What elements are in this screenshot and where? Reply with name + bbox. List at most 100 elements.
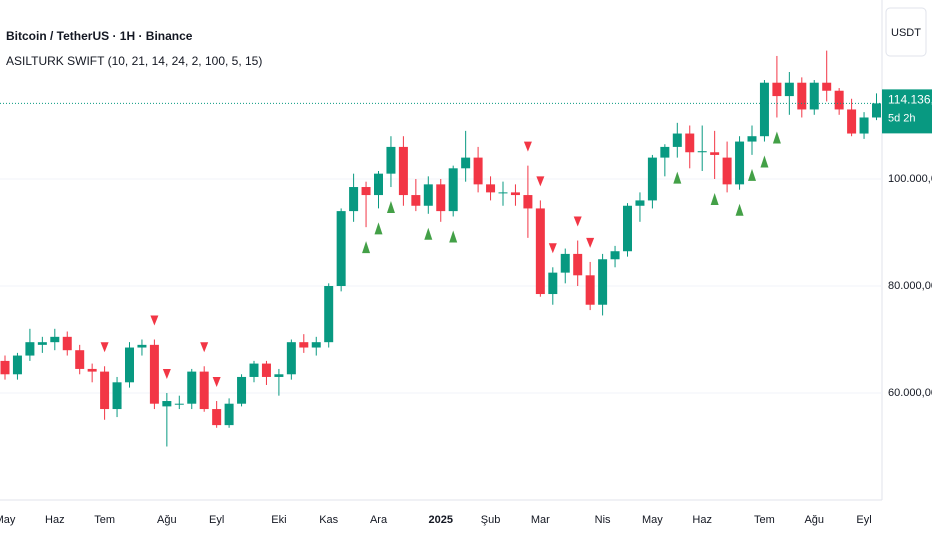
- candle-body: [784, 82, 794, 97]
- candle-body: [872, 103, 881, 118]
- candle-body: [261, 363, 271, 377]
- candle-body: [822, 82, 832, 91]
- candle-body: [349, 187, 359, 212]
- currency-button[interactable]: [885, 7, 927, 57]
- candle-body: [187, 371, 197, 404]
- candle-body: [75, 350, 85, 369]
- x-tick-label: 2025: [429, 514, 453, 526]
- candle-body: [859, 117, 869, 134]
- candle-body: [847, 109, 857, 134]
- y-tick-label: 80.000,00: [888, 280, 932, 292]
- buy-signal: [362, 241, 371, 254]
- indicator-label[interactable]: ASILTURK SWIFT (10, 21, 14, 24, 2, 100, …: [6, 54, 262, 68]
- candle-body: [735, 141, 745, 185]
- candle-body: [361, 187, 371, 196]
- candle-body: [100, 371, 110, 410]
- x-tick-label: Nis: [595, 514, 611, 526]
- candle-body: [274, 374, 284, 377]
- candle-body: [224, 403, 234, 426]
- candle-body: [759, 82, 769, 137]
- sell-signal: [586, 237, 595, 248]
- candle-body: [149, 344, 159, 404]
- candle-body: [374, 173, 383, 196]
- candle-body: [461, 157, 471, 169]
- candle-body: [448, 168, 458, 212]
- sell-signal: [100, 342, 109, 353]
- x-tick-label: Ağu: [157, 514, 177, 526]
- buy-signal: [772, 131, 781, 144]
- candle-body: [647, 157, 657, 201]
- buy-signal: [760, 155, 769, 168]
- candle-body: [162, 401, 172, 407]
- sell-signal: [573, 216, 582, 227]
- candle-body: [137, 344, 147, 348]
- candle-body: [585, 275, 595, 305]
- candle-body: [324, 286, 334, 343]
- candle-body: [336, 211, 346, 287]
- candle-body: [212, 409, 222, 426]
- candle-body: [510, 192, 520, 196]
- candle-body: [710, 152, 720, 155]
- buy-signal: [386, 201, 395, 214]
- sell-signal: [150, 315, 159, 326]
- candle-body: [772, 82, 782, 97]
- x-tick-label: Haz: [692, 514, 712, 526]
- x-tick-label: Şub: [481, 514, 501, 526]
- candle-body: [598, 259, 608, 305]
- candle-body: [386, 146, 396, 174]
- candle-body: [747, 136, 757, 142]
- candle-body: [237, 376, 247, 404]
- candle-body: [0, 360, 10, 375]
- candle-body: [398, 146, 408, 196]
- candle-body: [660, 146, 670, 158]
- candle-body: [286, 342, 296, 375]
- candle-body: [12, 355, 22, 375]
- x-tick-label: Mar: [531, 514, 550, 526]
- sell-signal: [162, 369, 171, 380]
- candle-body: [112, 382, 122, 410]
- candle-body: [535, 208, 545, 295]
- x-tick-label: Ara: [370, 514, 388, 526]
- chart-title: Bitcoin / TetherUS · 1H · Binance: [6, 29, 193, 43]
- buy-signal: [449, 230, 458, 243]
- countdown-label: 5d 2h: [888, 112, 916, 124]
- candle-body: [809, 82, 819, 110]
- y-tick-label: 60.000,00: [888, 387, 932, 399]
- candle-body: [311, 342, 321, 348]
- candle-body: [834, 90, 844, 110]
- x-tick-label: Kas: [319, 514, 338, 526]
- candle-body: [174, 403, 184, 405]
- candle-body: [62, 336, 72, 351]
- buy-signal: [710, 193, 719, 206]
- x-tick-label: Eki: [271, 514, 286, 526]
- candle-body: [199, 371, 209, 410]
- last-price-label: 114.136,97: [888, 93, 932, 107]
- buy-signal: [673, 171, 682, 184]
- buy-signal: [748, 168, 756, 181]
- candle-body: [560, 253, 570, 273]
- candle-body: [685, 133, 695, 153]
- sell-signal: [536, 176, 545, 187]
- candle-body: [423, 184, 433, 206]
- candle-body: [87, 368, 97, 372]
- currency-label[interactable]: USDT: [891, 27, 921, 39]
- candle-body: [436, 184, 446, 212]
- candle-body: [722, 157, 732, 185]
- x-tick-label: May: [642, 514, 663, 526]
- last-price-box: [882, 89, 932, 134]
- candle-body: [37, 342, 47, 345]
- x-tick-label: Tem: [754, 514, 775, 526]
- candle-body: [573, 253, 583, 276]
- candle-body: [299, 342, 309, 348]
- candle-body: [523, 195, 533, 209]
- x-tick-label: Ağu: [804, 514, 824, 526]
- x-tick-label: May: [0, 514, 16, 526]
- candle-body: [125, 347, 134, 383]
- candle-body: [25, 342, 35, 356]
- candle-body: [635, 200, 645, 206]
- sell-signal: [548, 243, 557, 254]
- candle-body: [548, 272, 558, 295]
- x-tick-label: Eyl: [209, 514, 224, 526]
- sell-signal: [200, 342, 209, 353]
- buy-signal: [735, 203, 744, 216]
